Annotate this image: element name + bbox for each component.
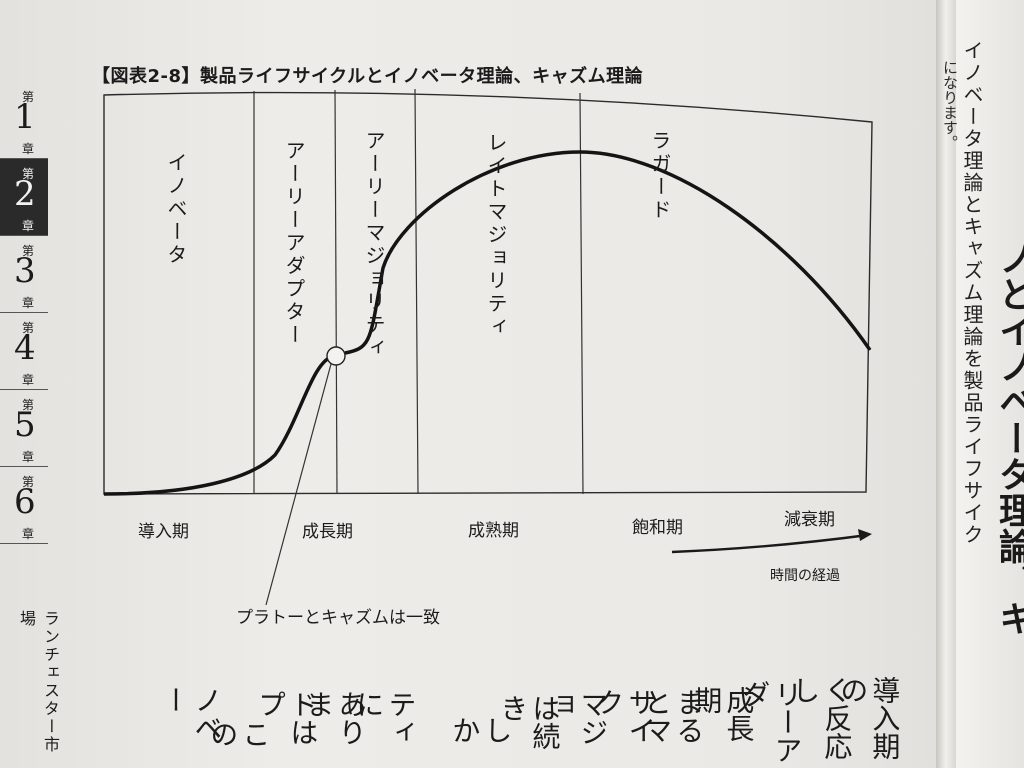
chapter-suffix: 章	[22, 450, 35, 464]
chapter-tab-book-title: ランチェスター市場	[17, 610, 60, 754]
chapter-number: 6	[14, 482, 36, 522]
time-arrow-head	[858, 529, 872, 541]
body-text-column: ノベー	[158, 686, 224, 742]
chapter-number: 5	[14, 405, 36, 445]
segment-label-late-majority: レイトマジョリティ	[484, 132, 508, 339]
lifecycle-diagram	[103, 88, 873, 606]
book-page-right	[956, 0, 1024, 768]
phase-label-saturation: 飽和期	[632, 518, 683, 538]
time-arrow	[671, 533, 869, 554]
book-page-left	[0, 0, 940, 768]
chapter-prefix: 第	[22, 167, 35, 181]
segment-divider	[414, 88, 419, 495]
chapter-tab-2[interactable]: 第 2 章	[0, 159, 48, 236]
segment-label-laggards: ラガード	[648, 130, 672, 222]
chapter-suffix: 章	[22, 296, 35, 310]
chapter-tab-1[interactable]: 第 1 章	[0, 82, 48, 159]
chapter-prefix: 第	[22, 475, 35, 489]
body-text-column: ありま	[302, 690, 368, 746]
body-text-column: リーアダ	[738, 680, 804, 764]
segment-label-early-majority: アーリーマジョリティ	[362, 130, 386, 360]
body-text-column: く反応し	[788, 676, 854, 760]
phase-label-maturity: 成熟期	[468, 521, 519, 541]
segment-divider	[334, 89, 338, 495]
figure-title: 【図表2-8】製品ライフサイクルとイノベータ理論、キャズム理論	[92, 66, 644, 87]
phase-label-decline: 減衰期	[784, 510, 835, 530]
chasm-annotation: プラトーとキャズムは一致	[236, 608, 440, 628]
body-text-column: サイク	[592, 688, 658, 744]
chapter-tab-6[interactable]: 第 6 章	[0, 467, 48, 544]
phase-label-growth: 成長期	[302, 522, 353, 542]
segment-label-innovators: イノベータ	[164, 152, 188, 267]
lifecycle-curve-early	[103, 354, 335, 496]
body-text-column: ドはプ	[254, 690, 320, 746]
chapter-suffix: 章	[22, 373, 35, 387]
right-page-column: イノベータ理論とキャズム理論を製品ライフサイク	[960, 40, 984, 546]
body-text-column: まるとマ	[640, 688, 706, 744]
body-text-column: は続き	[496, 694, 562, 750]
body-text-column: 成長期	[690, 686, 756, 742]
annotation-leader-line	[265, 363, 332, 606]
body-text-column: 導入期の	[836, 676, 902, 760]
chapter-prefix: 第	[22, 398, 35, 412]
chapter-tab-5[interactable]: 第 5 章	[0, 390, 48, 467]
time-axis-label: 時間の経過	[770, 568, 840, 584]
chapter-prefix: 第	[22, 321, 35, 335]
chapter-prefix: 第	[22, 244, 35, 258]
body-text-column: しか	[448, 716, 514, 744]
phase-label-introduction: 導入期	[138, 522, 189, 542]
chapter-number: 2	[14, 174, 36, 214]
chapter-tabs: 第 1 章 第 2 章 第 3 章 第 4 章 第 5 章 第 6 章	[0, 82, 48, 544]
chasm-marker-circle	[326, 346, 346, 366]
chapter-number: 3	[14, 251, 36, 291]
body-text-column: マジョ	[544, 690, 610, 746]
body-text-column: ティに	[352, 690, 418, 746]
chapter-suffix: 章	[22, 219, 35, 233]
chapter-suffix: 章	[22, 142, 35, 156]
chapter-suffix: 章	[22, 527, 35, 541]
lifecycle-curve-main	[344, 150, 872, 355]
chapter-prefix: 第	[22, 90, 35, 104]
chapter-tab-4[interactable]: 第 4 章	[0, 313, 48, 390]
segment-label-early-adopters: アーリーアダプター	[282, 140, 306, 347]
body-text-column: この	[206, 720, 272, 748]
book-gutter	[936, 0, 958, 768]
chapter-number: 4	[14, 328, 36, 368]
right-page-small-column: になります。	[941, 60, 959, 150]
chapter-tab-3[interactable]: 第 3 章	[0, 236, 48, 313]
segment-divider	[579, 92, 584, 495]
right-page-heading-column: ノとイノベータ理論、キ	[993, 240, 1024, 636]
diagram-frame	[103, 91, 873, 495]
chapter-number: 1	[14, 97, 36, 137]
